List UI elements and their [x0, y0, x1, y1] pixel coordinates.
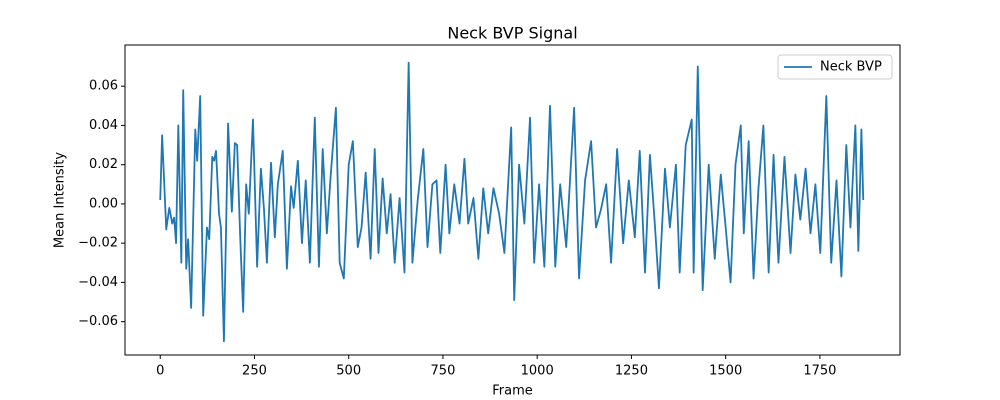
- legend-label: Neck BVP: [820, 60, 882, 75]
- y-tick-label: −0.02: [78, 236, 118, 251]
- x-tick-label: 1000: [521, 364, 554, 379]
- y-tick-label: 0.00: [89, 196, 118, 211]
- legend-box: [777, 54, 893, 80]
- y-tick-label: 0.04: [89, 118, 118, 133]
- y-tick-label: −0.06: [78, 314, 118, 329]
- x-tick-label: 750: [431, 364, 456, 379]
- data-line: [159, 61, 865, 343]
- y-tick-label: −0.04: [78, 275, 118, 290]
- x-tick-label: 250: [242, 364, 267, 379]
- x-axis-label: Frame: [492, 384, 533, 399]
- y-tick-label: 0.02: [89, 157, 118, 172]
- x-tick-label: 1500: [709, 364, 742, 379]
- chart-title: Neck BVP Signal: [447, 24, 577, 43]
- x-tick-label: 1750: [803, 364, 836, 379]
- y-axis-label: Mean Intensity: [53, 152, 68, 248]
- x-tick-label: 500: [336, 364, 361, 379]
- x-tick-label: 1250: [615, 364, 648, 379]
- plot-frame: [124, 44, 901, 356]
- y-tick-label: 0.06: [89, 79, 118, 94]
- x-tick-label: 0: [156, 364, 164, 379]
